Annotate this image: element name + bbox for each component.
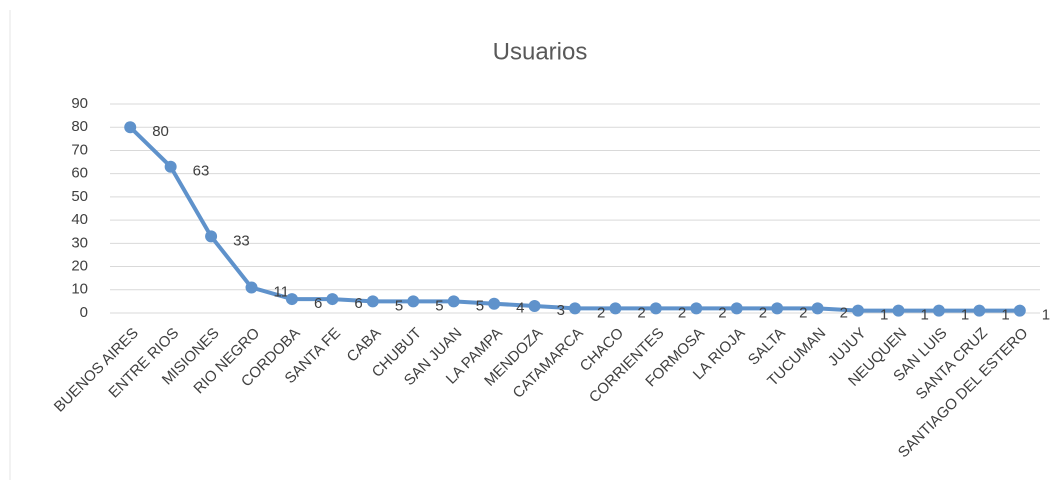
marker	[973, 304, 986, 317]
data-label: 1	[1042, 307, 1050, 324]
data-label: 5	[476, 297, 484, 314]
marker	[811, 302, 824, 315]
y-tick-label: 80	[71, 118, 88, 135]
data-label: 6	[354, 295, 362, 312]
marker	[892, 304, 905, 317]
data-label: 2	[637, 304, 645, 321]
y-tick-label: 90	[71, 95, 88, 112]
marker	[205, 230, 218, 243]
y-tick-label: 30	[71, 234, 88, 251]
y-tick-label: 60	[71, 165, 88, 182]
marker	[649, 302, 662, 315]
marker	[852, 304, 865, 317]
marker	[366, 295, 379, 308]
marker	[407, 295, 420, 308]
marker	[528, 300, 541, 313]
data-label: 2	[597, 304, 605, 321]
marker	[690, 302, 703, 315]
y-tick-label: 40	[71, 211, 88, 228]
data-label: 5	[435, 297, 443, 314]
data-label: 2	[840, 304, 848, 321]
data-label: 1	[920, 307, 928, 324]
marker	[1013, 304, 1026, 317]
marker	[285, 293, 298, 306]
data-label: 4	[516, 300, 524, 317]
marker	[932, 304, 945, 317]
line	[128, 125, 1020, 313]
y-tick-label: 0	[80, 304, 88, 321]
y-tick-label: 20	[71, 258, 88, 275]
data-label: 3	[557, 302, 565, 319]
marker	[569, 302, 581, 315]
y-tick-label: 50	[71, 188, 88, 205]
x-tick-label: CATAMARCA	[510, 325, 587, 402]
marker	[326, 293, 339, 306]
marker	[488, 297, 501, 310]
marker	[124, 121, 137, 134]
data-label: 1	[880, 307, 888, 324]
data-label: 63	[193, 163, 210, 180]
data-label: 1	[961, 307, 969, 324]
marker	[245, 281, 258, 294]
data-label: 2	[799, 304, 807, 321]
y-tick-label: 70	[71, 141, 88, 158]
marker	[164, 160, 177, 173]
data-label: 2	[759, 304, 767, 321]
data-label: 2	[718, 304, 726, 321]
data-label: 1	[1001, 307, 1009, 324]
data-label: 33	[233, 232, 250, 249]
marker	[609, 302, 622, 315]
y-tick-label: 10	[71, 281, 88, 298]
data-label: 5	[395, 297, 403, 314]
chart-title: Usuarios	[493, 38, 588, 65]
data-label: 2	[678, 304, 686, 321]
marker	[730, 302, 743, 315]
data-label: 11	[274, 283, 290, 300]
data-label: 80	[152, 123, 169, 140]
marker	[771, 302, 784, 315]
data-label: 6	[314, 295, 322, 312]
marker	[447, 295, 460, 308]
